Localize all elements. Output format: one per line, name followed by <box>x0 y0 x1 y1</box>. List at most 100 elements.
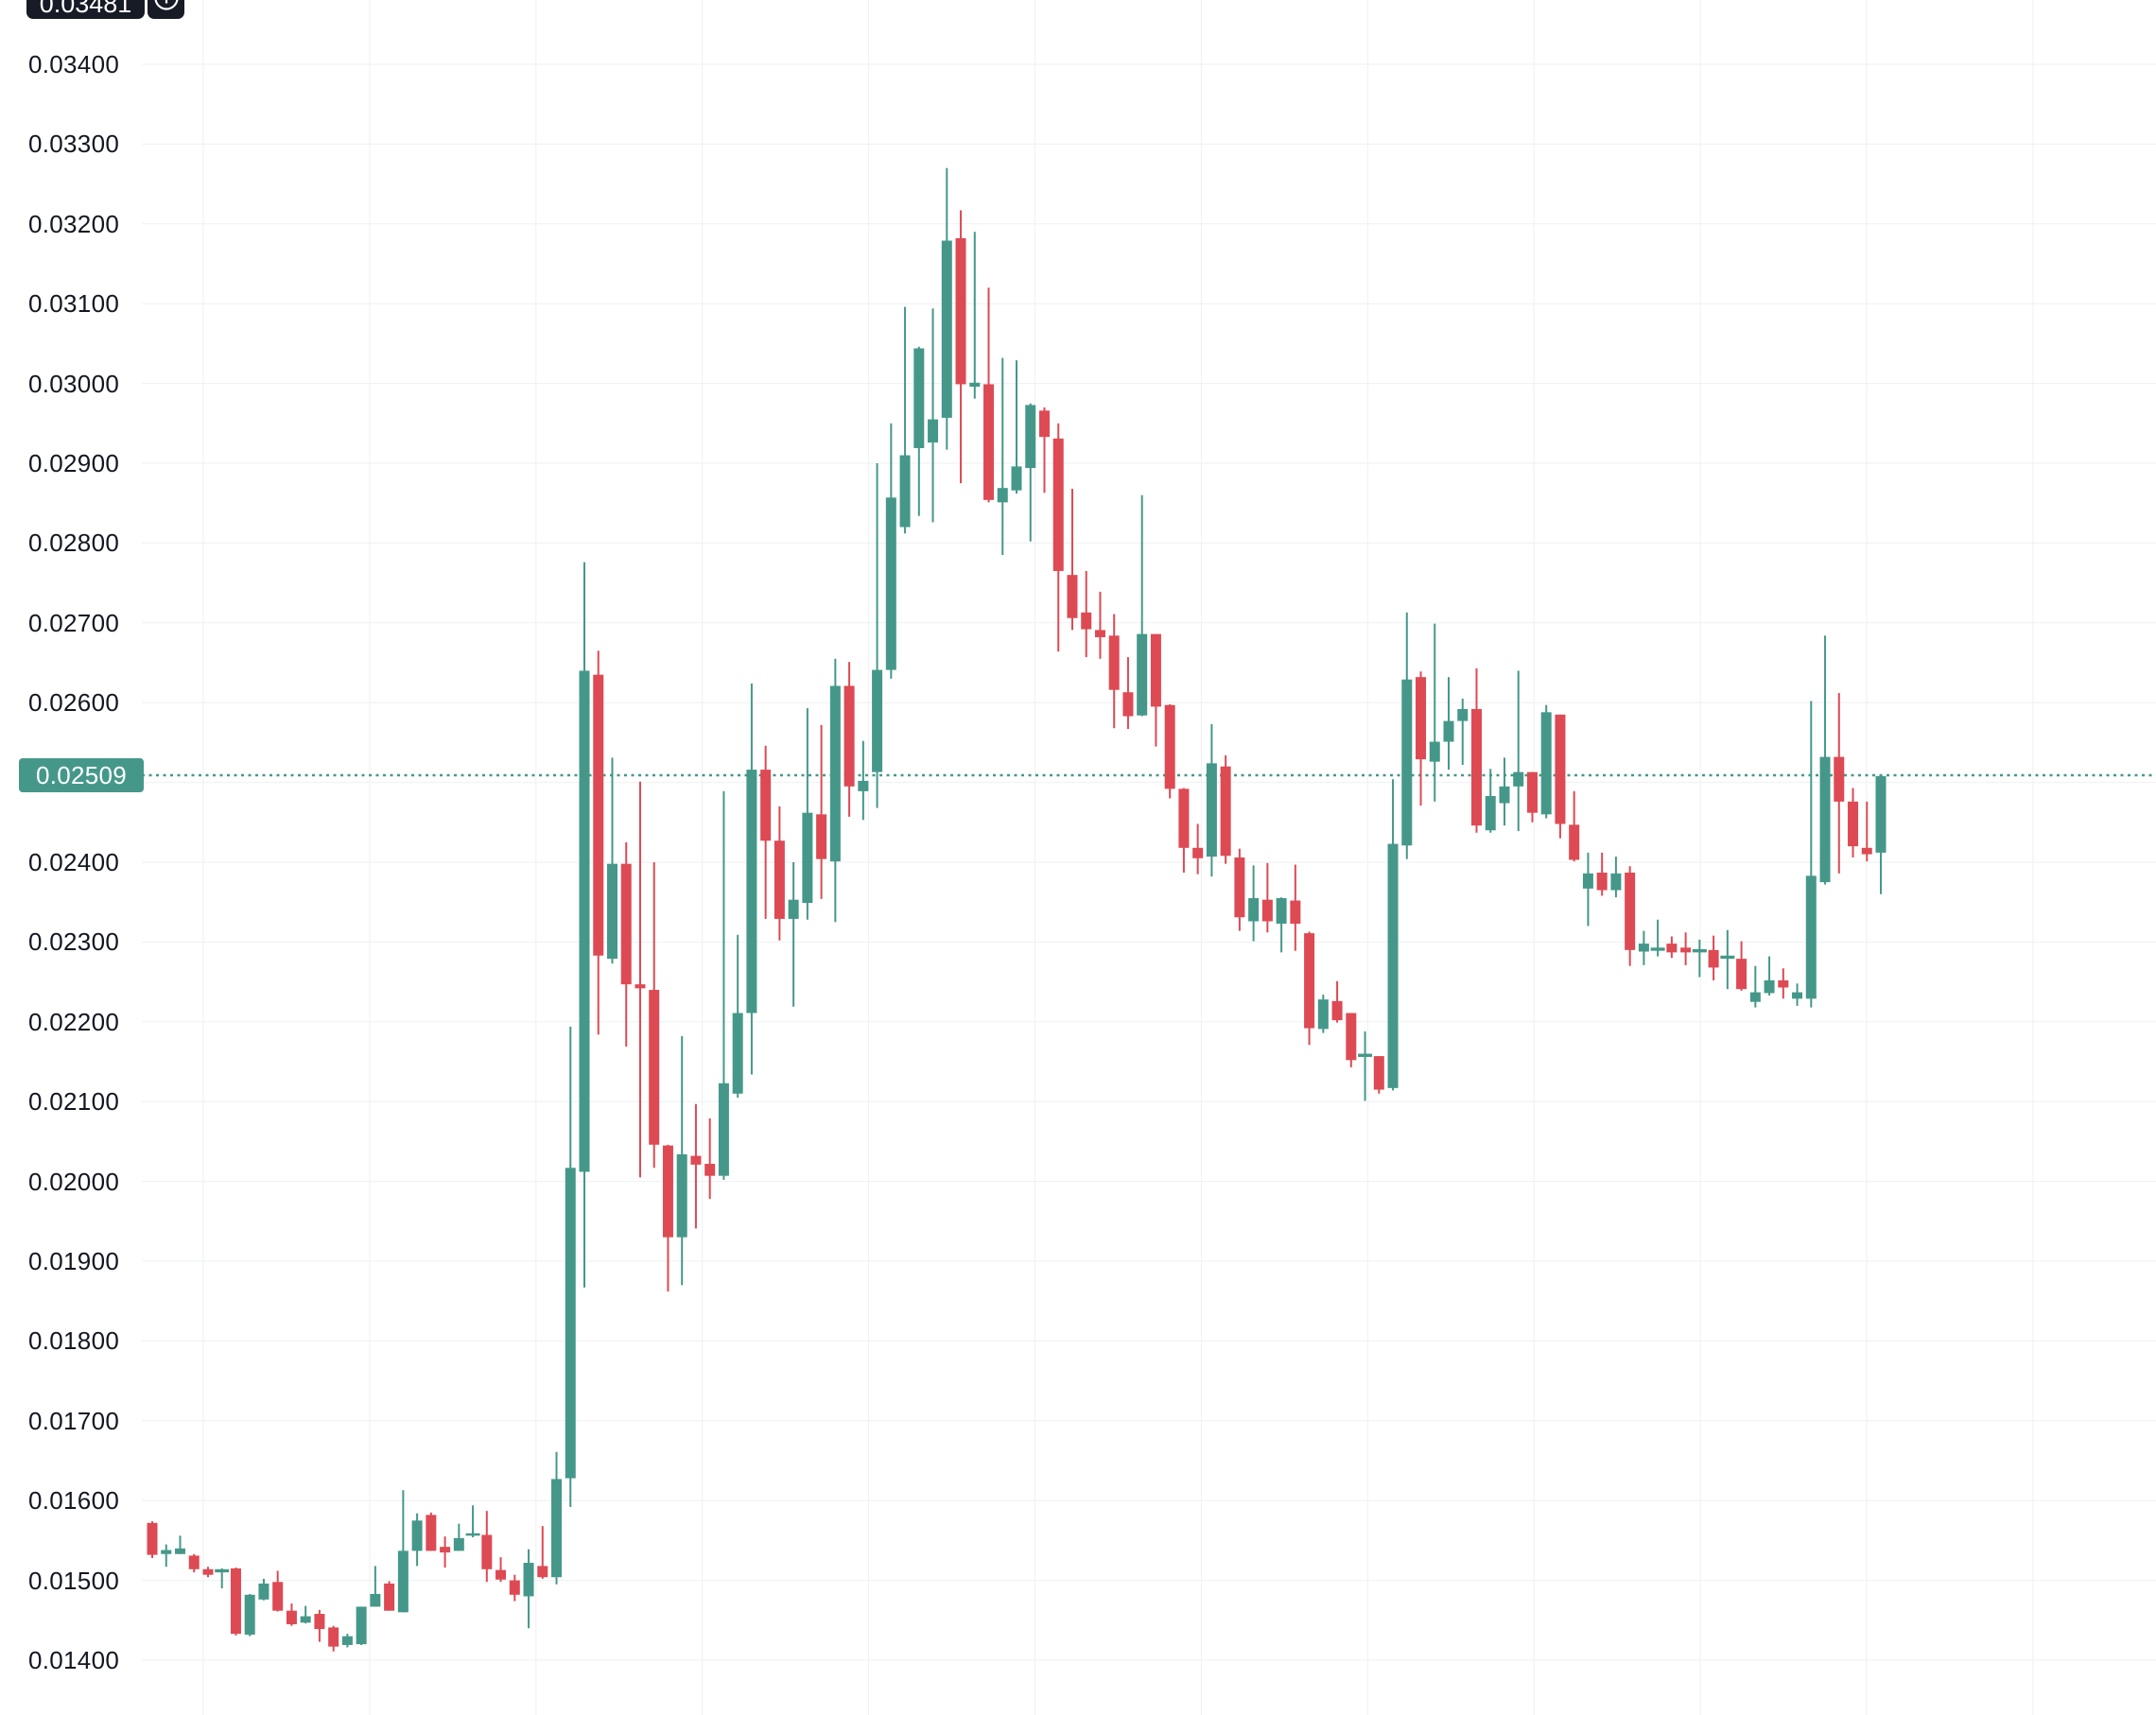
candle-body[interactable] <box>1067 575 1078 618</box>
candle-body[interactable] <box>328 1627 339 1647</box>
candle-body[interactable] <box>272 1582 284 1611</box>
candle-body[interactable] <box>1276 897 1287 924</box>
candle-body[interactable] <box>1261 899 1273 922</box>
candle-body[interactable] <box>579 670 590 1172</box>
candle-body[interactable] <box>1720 955 1735 960</box>
candle-body[interactable] <box>829 685 841 862</box>
candle-body[interactable] <box>1038 410 1050 438</box>
candle-body[interactable] <box>1401 679 1413 846</box>
candle-body[interactable] <box>1610 873 1622 891</box>
candle-body[interactable] <box>732 1013 743 1094</box>
candle-body[interactable] <box>1650 947 1665 951</box>
candle-body[interactable] <box>1346 1013 1357 1061</box>
candle-body[interactable] <box>955 237 966 385</box>
candle-body[interactable] <box>161 1550 172 1554</box>
candle-body[interactable] <box>1416 677 1427 760</box>
candle-body[interactable] <box>1485 795 1496 831</box>
candle-body[interactable] <box>1526 771 1538 813</box>
candle-body[interactable] <box>983 384 995 500</box>
candle-body[interactable] <box>760 770 772 841</box>
candle-body[interactable] <box>565 1168 576 1479</box>
candle-body[interactable] <box>1625 872 1636 950</box>
candle-body[interactable] <box>858 780 869 791</box>
candle-body[interactable] <box>215 1568 230 1573</box>
candle-body[interactable] <box>1596 872 1608 891</box>
candle-body[interactable] <box>704 1164 716 1176</box>
candle-body[interactable] <box>1764 979 1775 994</box>
candle-body[interactable] <box>1540 712 1552 815</box>
candle-body[interactable] <box>1692 948 1707 953</box>
candle-body[interactable] <box>481 1534 493 1569</box>
candle-body[interactable] <box>1875 775 1886 853</box>
candle-body[interactable] <box>928 419 939 443</box>
candle-body[interactable] <box>1805 875 1817 999</box>
candle-body[interactable] <box>1290 900 1301 924</box>
candle-body[interactable] <box>286 1610 297 1625</box>
candle-body[interactable] <box>147 1522 158 1555</box>
candle-body[interactable] <box>746 770 757 1013</box>
candle-body[interactable] <box>1443 720 1454 742</box>
candle-body[interactable] <box>1470 708 1482 826</box>
candle-body[interactable] <box>1513 771 1524 787</box>
candle-body[interactable] <box>1387 843 1399 1088</box>
candle-body[interactable] <box>843 685 855 787</box>
candle-body[interactable] <box>426 1515 437 1551</box>
candle-body[interactable] <box>1666 944 1678 953</box>
candle-body[interactable] <box>509 1580 520 1595</box>
candle-body[interactable] <box>1122 692 1134 717</box>
candle-body[interactable] <box>593 674 604 956</box>
candle-body[interactable] <box>174 1548 185 1554</box>
candle-body[interactable] <box>1819 756 1831 883</box>
candle-body[interactable] <box>1150 633 1161 707</box>
candle-body[interactable] <box>300 1616 311 1623</box>
candle-body[interactable] <box>1025 405 1036 469</box>
candle-body[interactable] <box>1429 741 1440 762</box>
candle-body[interactable] <box>913 348 925 448</box>
candle-body[interactable] <box>1137 633 1148 716</box>
candle-body[interactable] <box>1848 801 1859 847</box>
candle-body[interactable] <box>1304 933 1315 1029</box>
candle-body[interactable] <box>1499 786 1510 804</box>
candle-body[interactable] <box>356 1606 367 1645</box>
candle-body[interactable] <box>1373 1056 1384 1090</box>
candle-body[interactable] <box>1248 897 1260 922</box>
candle-body[interactable] <box>465 1533 480 1536</box>
candle-body[interactable] <box>1164 704 1175 789</box>
candle-body[interactable] <box>662 1145 673 1238</box>
candle-body[interactable] <box>1108 635 1120 690</box>
candle-body[interactable] <box>453 1537 464 1551</box>
candle-body[interactable] <box>690 1155 702 1165</box>
candle-body[interactable] <box>620 863 632 985</box>
candle-body[interactable] <box>370 1593 381 1607</box>
candle-body[interactable] <box>341 1636 353 1645</box>
candle-body[interactable] <box>788 899 799 919</box>
candle-body[interactable] <box>649 990 660 1145</box>
candle-body[interactable] <box>411 1520 423 1551</box>
candle-body[interactable] <box>676 1153 687 1238</box>
candle-body[interactable] <box>774 840 785 919</box>
candle-body[interactable] <box>1081 612 1092 630</box>
candle-body[interactable] <box>1331 1000 1343 1021</box>
candle-body[interactable] <box>384 1583 395 1611</box>
candle-body[interactable] <box>1680 947 1692 953</box>
candle-body[interactable] <box>230 1568 241 1635</box>
candle-body[interactable] <box>1736 959 1747 990</box>
candle-body[interactable] <box>816 814 827 859</box>
candle-body[interactable] <box>537 1566 548 1578</box>
candle-body[interactable] <box>1220 766 1231 857</box>
corner-price-value[interactable]: 0.03481 <box>26 0 145 19</box>
candle-body[interactable] <box>941 240 952 418</box>
candle-body[interactable] <box>1234 857 1245 918</box>
candle-body[interactable] <box>1792 992 1803 999</box>
candle-body[interactable] <box>440 1547 451 1553</box>
candle-body[interactable] <box>635 984 646 989</box>
candle-body[interactable] <box>496 1569 507 1580</box>
candle-body[interactable] <box>244 1594 255 1635</box>
candle-body[interactable] <box>606 863 617 960</box>
candle-body[interactable] <box>314 1614 325 1630</box>
add-alert-button[interactable] <box>148 0 184 19</box>
candle-body[interactable] <box>1011 466 1022 491</box>
candle-body[interactable] <box>1358 1053 1373 1057</box>
candle-body[interactable] <box>1317 999 1329 1030</box>
